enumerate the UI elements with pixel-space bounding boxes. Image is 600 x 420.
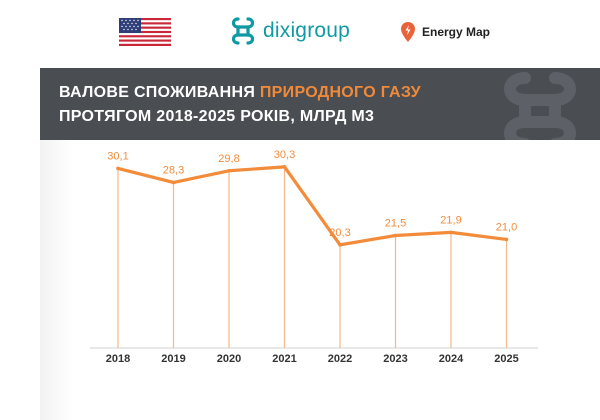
data-label-2023: 21,5 bbox=[385, 218, 406, 230]
dixigroup-logo-icon bbox=[231, 17, 255, 45]
chart-title: ВАЛОВЕ СПОЖИВАННЯ ПРИРОДНОГО ГАЗУ ПРОТЯГ… bbox=[59, 81, 421, 129]
data-point-2025 bbox=[504, 237, 509, 242]
data-point-2021 bbox=[282, 165, 287, 169]
chart-title-line1: ВАЛОВЕ СПОЖИВАННЯ ПРИРОДНОГО ГАЗУ bbox=[59, 81, 421, 105]
title-bar: ВАЛОВЕ СПОЖИВАННЯ ПРИРОДНОГО ГАЗУ ПРОТЯГ… bbox=[40, 68, 600, 140]
x-tick-label-2019: 2019 bbox=[161, 353, 185, 365]
data-label-2021: 30,3 bbox=[274, 149, 295, 161]
header: dixigroup Energy Map bbox=[0, 0, 600, 64]
data-point-2019 bbox=[171, 180, 176, 185]
data-label-2020: 29,8 bbox=[218, 153, 239, 165]
data-label-2018: 30,1 bbox=[107, 150, 128, 162]
data-point-2023 bbox=[393, 233, 398, 238]
logo-text: dixigroup bbox=[263, 19, 351, 42]
x-tick-label-2024: 2024 bbox=[439, 353, 464, 365]
x-tick-label-2025: 2025 bbox=[494, 353, 518, 365]
x-tick-label-2022: 2022 bbox=[328, 353, 352, 365]
x-tick-label-2021: 2021 bbox=[272, 353, 296, 365]
energy-map-link[interactable]: Energy Map bbox=[401, 22, 490, 42]
data-point-2020 bbox=[227, 168, 231, 173]
series-line bbox=[116, 165, 509, 247]
chart-area: 30,1 2018 28,3 2019 29,8 2020 30,3 2021 20,3 2022… bbox=[40, 140, 600, 420]
chart-title-line2: ПРОТЯГОМ 2018-2025 РОКІВ, МЛРД М3 bbox=[59, 108, 375, 125]
line-chart: 30,1 2018 28,3 2019 29,8 2020 30,3 2021 20,3 2022… bbox=[90, 149, 538, 365]
x-tick-label-2020: 2020 bbox=[217, 353, 241, 365]
chart-title-prefix: ВАЛОВЕ СПОЖИВАННЯ bbox=[59, 84, 260, 101]
chart-title-accent: ПРИРОДНОГО ГАЗУ bbox=[259, 84, 421, 101]
data-label-2022: 20,3 bbox=[329, 227, 350, 239]
data-label-2025: 21,0 bbox=[496, 221, 517, 233]
data-point-2024 bbox=[449, 230, 453, 235]
us-flag-icon bbox=[119, 18, 171, 46]
data-point-2022 bbox=[338, 243, 342, 247]
data-point-2018 bbox=[116, 166, 120, 171]
data-label-2019: 28,3 bbox=[163, 164, 184, 176]
dixigroup-watermark-icon bbox=[504, 72, 576, 140]
x-tick-label-2018: 2018 bbox=[106, 353, 130, 365]
energy-map-label: Energy Map bbox=[422, 25, 491, 39]
data-label-2024: 21,9 bbox=[440, 214, 461, 226]
map-pin-icon bbox=[401, 22, 415, 42]
dixigroup-logo[interactable]: dixigroup bbox=[229, 15, 380, 47]
x-tick-label-2023: 2023 bbox=[383, 353, 407, 365]
